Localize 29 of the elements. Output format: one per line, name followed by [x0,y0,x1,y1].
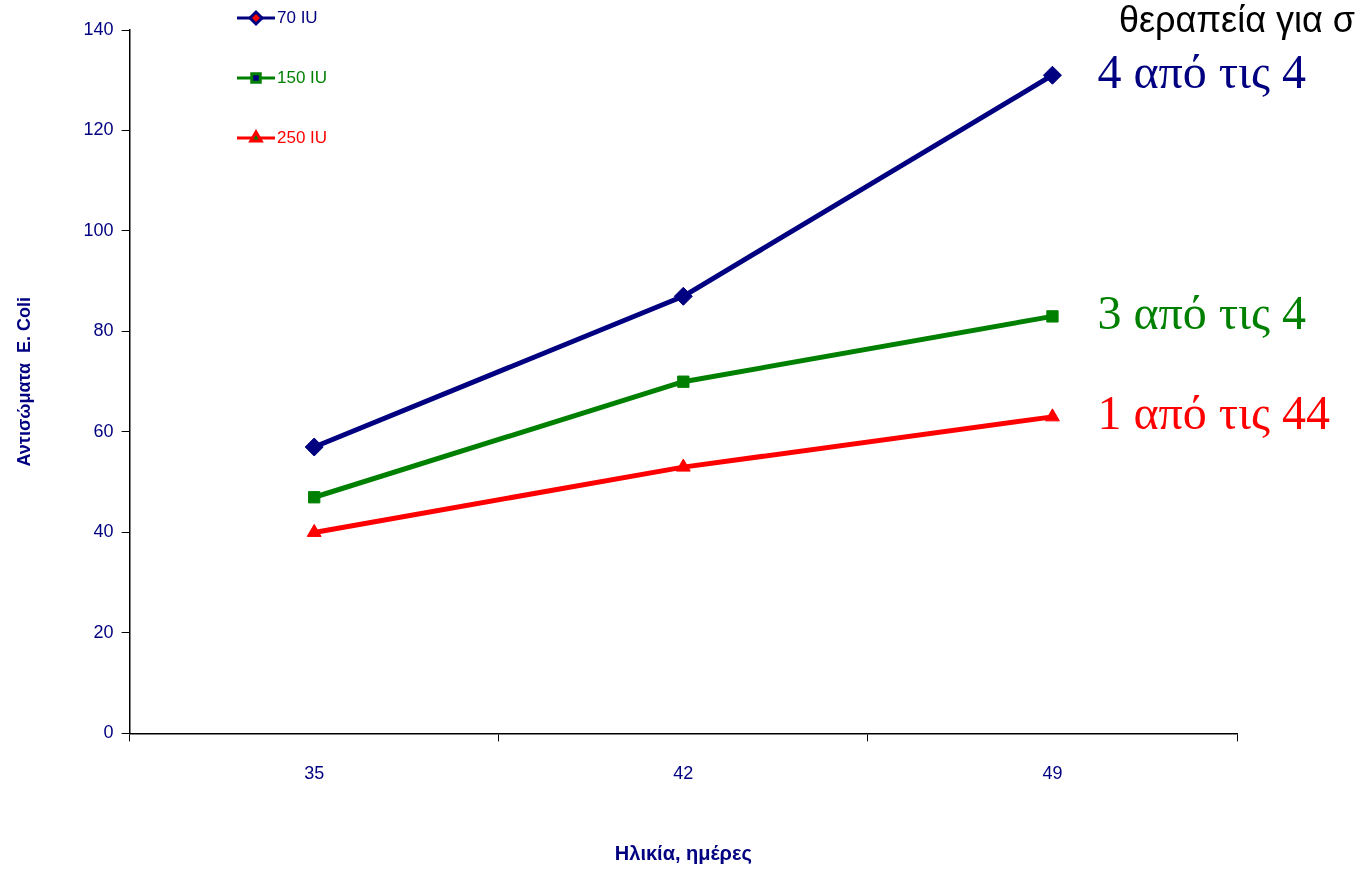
x-tick-label: 42 [673,763,694,784]
y-tick-label: 40 [93,521,114,542]
annotation: 3 από τις 4 [1097,285,1307,339]
x-tick-label: 49 [1042,763,1063,784]
point [673,286,693,306]
y-tick-label: 80 [93,320,114,341]
annotation: 1 από τις 44 [1097,386,1331,440]
point [308,491,321,504]
point [1046,310,1059,323]
point [306,523,322,537]
point [675,458,691,472]
legend-label: 70 IU [277,7,318,27]
legend-label: 250 IU [277,127,328,147]
point [304,437,324,457]
y-tick-label: 20 [93,621,114,642]
y-tick-label: 140 [83,18,114,39]
y-tick-label: 0 [103,722,114,743]
annotation: 4 από τις 4 [1097,44,1307,98]
y-axis-title: Αντισώματα E. Coli [13,296,34,467]
y-tick-label: 100 [83,219,114,240]
x-tick-label: 35 [304,763,325,784]
point [1042,65,1062,85]
annotation: θεραπεία για σ [1118,0,1355,40]
point [1045,408,1060,422]
y-tick-label: 60 [93,420,114,441]
x-axis-title: Ηλικία, ημέρες [614,841,752,864]
legend-label: 150 IU [277,67,328,87]
y-tick-label: 120 [83,119,114,140]
point [677,375,690,388]
